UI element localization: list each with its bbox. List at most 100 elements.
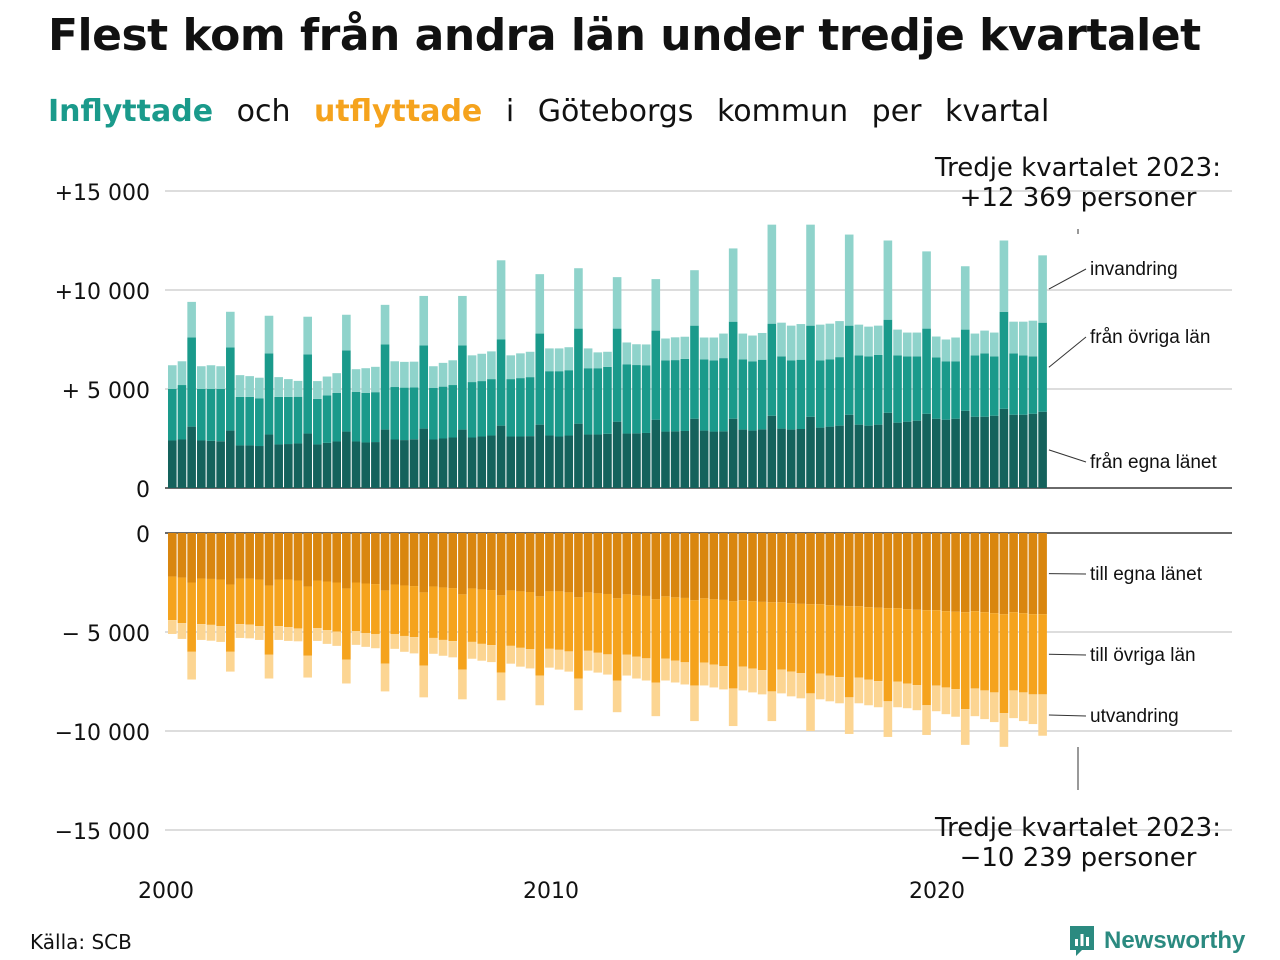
series-leader-in (1048, 449, 1087, 463)
bar-out-segment (999, 713, 1009, 747)
bar-in-segment (226, 430, 235, 488)
bar-out-segment (516, 591, 525, 648)
bar-out-segment (670, 660, 680, 683)
bar-out-segment (516, 647, 525, 667)
annotation-top-line2: +12 369 personer (960, 183, 1197, 213)
bar-out-segment (525, 649, 535, 669)
bar-out-segment (970, 533, 980, 612)
bar-in-segment (564, 370, 574, 436)
bar-out-segment (187, 533, 196, 583)
bar-in-segment (467, 437, 477, 488)
bar-in-segment (999, 240, 1009, 312)
bar-in-segment (709, 337, 719, 361)
bar-in-segment (873, 325, 883, 355)
subtitle-inflyttade: Inflyttade (48, 94, 214, 129)
bar-out-segment (622, 594, 632, 655)
bar-in-segment (651, 330, 661, 420)
bar-out-segment (525, 592, 535, 650)
bar-out-segment (796, 673, 806, 699)
bar-out-segment (690, 600, 699, 686)
bar-out-segment (496, 595, 506, 673)
y-tick-label-top: + 5 000 (62, 379, 150, 404)
bar-out-segment (796, 533, 806, 604)
bar-out-segment (583, 650, 593, 671)
bar-in-segment (1038, 255, 1047, 323)
bar-in-segment (216, 366, 225, 389)
bar-out-segment (390, 633, 400, 649)
bar-in-segment (371, 366, 380, 393)
bar-in-segment (786, 325, 796, 361)
bar-out-segment (351, 631, 361, 645)
bar-out-segment (438, 533, 448, 588)
subtitle-goteborgs: Göteborgs (537, 94, 694, 129)
bar-in-segment (255, 377, 264, 399)
bar-out-segment (206, 533, 216, 579)
bar-out-segment (545, 648, 554, 668)
bar-out-segment (458, 669, 467, 700)
bars-utflyttade (168, 533, 1047, 747)
bar-out-segment (477, 589, 487, 644)
bar-in-segment (1028, 320, 1038, 357)
bar-in-segment (902, 421, 912, 488)
bar-in-segment (313, 398, 322, 445)
bar-in-segment (342, 350, 351, 432)
bar-out-segment (680, 533, 690, 598)
bar-in-segment (361, 442, 370, 488)
y-tick-label-top: +15 000 (55, 181, 150, 206)
bar-in-segment (583, 434, 593, 488)
bar-out-segment (245, 578, 254, 625)
bar-out-segment (951, 533, 960, 612)
bar-out-segment (448, 588, 458, 642)
bar-out-segment (226, 584, 235, 652)
bar-out-segment (960, 533, 970, 613)
bar-in-segment (709, 360, 719, 432)
bar-in-segment (235, 375, 245, 397)
bar-out-segment (806, 693, 815, 731)
bar-in-segment (206, 389, 216, 441)
bar-in-segment (380, 344, 390, 430)
bar-in-segment (989, 415, 999, 488)
bar-in-segment (989, 332, 999, 357)
bar-in-segment (1009, 353, 1018, 415)
series-label-out: till egna länet (1090, 564, 1203, 585)
bar-in-segment (767, 323, 777, 416)
bar-out-segment (313, 628, 322, 641)
series-label-in: från övriga län (1090, 327, 1210, 348)
bar-in-segment (361, 368, 370, 393)
bar-out-segment (999, 614, 1009, 714)
bar-in-segment (748, 335, 757, 362)
bar-out-segment (970, 688, 980, 717)
bar-out-segment (574, 533, 583, 598)
y-tick-label-bottom: −15 000 (55, 820, 150, 845)
bar-in-segment (322, 395, 332, 443)
bar-in-segment (728, 418, 738, 488)
bar-out-segment (960, 612, 970, 710)
bar-in-segment (999, 311, 1009, 409)
bar-out-segment (303, 586, 312, 656)
bar-in-segment (902, 332, 912, 357)
bar-in-segment (293, 380, 303, 397)
bar-out-segment (912, 609, 922, 686)
bar-out-segment (313, 580, 322, 629)
bar-in-segment (419, 295, 429, 346)
bar-in-segment (419, 345, 429, 429)
bar-in-segment (632, 344, 641, 366)
bar-out-segment (342, 659, 351, 684)
bar-in-segment (487, 435, 496, 488)
bar-in-segment (206, 365, 216, 389)
bar-in-segment (322, 376, 332, 396)
bar-in-segment (873, 354, 883, 425)
bar-in-segment (496, 260, 506, 340)
bar-out-segment (284, 579, 293, 628)
bar-in-segment (612, 421, 622, 488)
bar-out-segment (274, 626, 283, 640)
bar-out-segment (235, 624, 245, 638)
bar-out-segment (699, 533, 709, 599)
bar-in-segment (342, 314, 351, 351)
bar-in-segment (487, 379, 496, 436)
bar-out-segment (342, 533, 351, 589)
bar-out-segment (748, 668, 757, 693)
bar-in-segment (690, 270, 699, 326)
bar-out-segment (651, 599, 661, 683)
bar-in-segment (400, 440, 409, 488)
